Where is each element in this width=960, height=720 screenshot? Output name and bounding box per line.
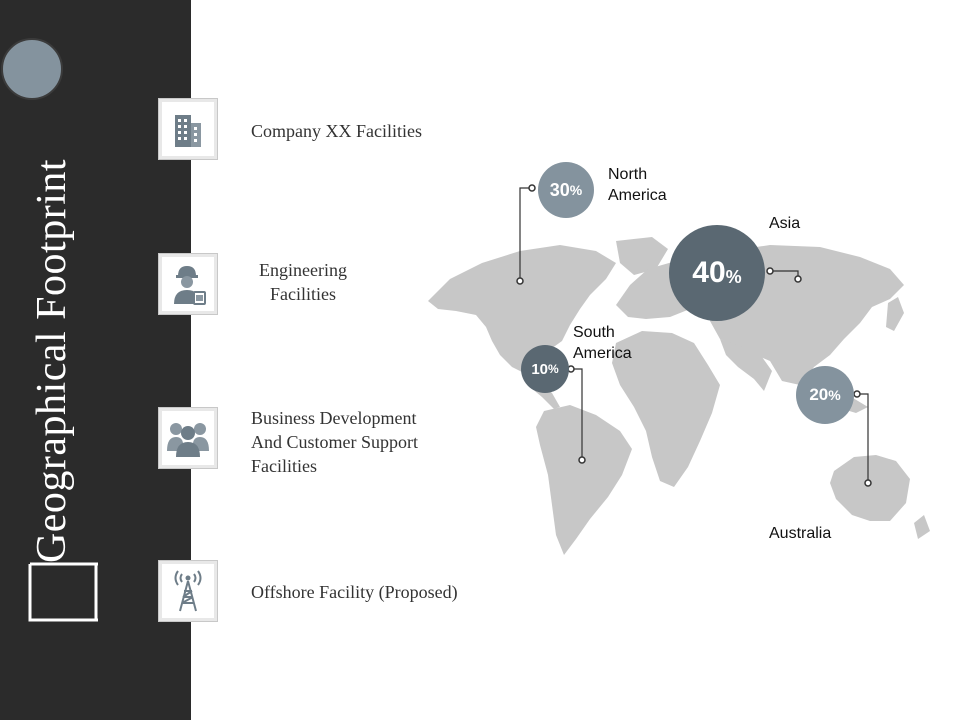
continent-australia	[830, 455, 910, 521]
feature-label-line: And Customer Support	[251, 432, 419, 452]
title-bracket	[28, 562, 98, 622]
feature-label-line: Engineering	[259, 260, 347, 280]
bubble-value: 30	[549, 179, 570, 200]
region-label-line: Asia	[769, 215, 801, 232]
bubble-asia: 40%	[669, 225, 765, 321]
feature-label-engineering: Engineering Facilities	[248, 258, 358, 306]
team-icon	[167, 423, 209, 457]
engineer-icon	[174, 266, 206, 305]
continent-greenland	[616, 237, 668, 275]
tower-icon-box	[158, 560, 218, 622]
feature-label-company: Company XX Facilities	[251, 119, 422, 143]
title-container: Geographical Footprint	[19, 96, 85, 626]
feature-label-line: Facilities	[270, 284, 336, 304]
region-label-line: America	[573, 345, 632, 362]
team-icon-box	[158, 407, 218, 469]
continent-north-america	[428, 245, 616, 373]
region-label-north-america: North America	[608, 164, 667, 206]
region-label-south-america: South America	[573, 322, 632, 364]
continent-africa	[612, 331, 720, 487]
bubble-unit: %	[569, 182, 583, 198]
bubble-south-america: 10%	[521, 345, 569, 393]
continent-new-zealand	[914, 515, 930, 539]
region-label-line: North	[608, 166, 648, 183]
continent-south-america	[536, 405, 632, 555]
bubble-value: 10	[531, 360, 548, 378]
feature-label-line: Business Development	[251, 408, 417, 428]
engineer-icon-box	[158, 253, 218, 315]
bubble-value: 20	[809, 385, 829, 404]
decorative-circle	[1, 38, 63, 100]
bubble-value: 40	[692, 256, 726, 289]
bubble-unit: %	[828, 387, 841, 403]
tower-icon	[174, 570, 202, 612]
feature-label-line: Facilities	[251, 456, 317, 476]
continent-japan	[886, 297, 904, 331]
building-icon	[175, 115, 201, 147]
bubble-north-america: 30%	[538, 162, 594, 218]
bubble-unit: %	[725, 266, 742, 287]
region-label-line: South	[573, 324, 615, 341]
region-label-line: America	[608, 187, 667, 204]
slide-title: Geographical Footprint	[29, 158, 75, 564]
feature-label-business: Business Development And Customer Suppor…	[251, 406, 418, 478]
region-label-asia: Asia	[769, 213, 800, 234]
bubble-australia: 20%	[796, 366, 854, 424]
continent-india	[720, 339, 772, 391]
feature-label-offshore: Offshore Facility (Proposed)	[251, 580, 458, 604]
building-icon-box	[158, 98, 218, 160]
region-label-line: Australia	[769, 525, 832, 542]
feature-label-line: Company XX Facilities	[251, 121, 422, 141]
region-label-australia: Australia	[769, 523, 831, 544]
leader-dot	[528, 184, 536, 192]
feature-label-line: Offshore Facility (Proposed)	[251, 582, 458, 602]
bubble-unit: %	[548, 362, 559, 376]
